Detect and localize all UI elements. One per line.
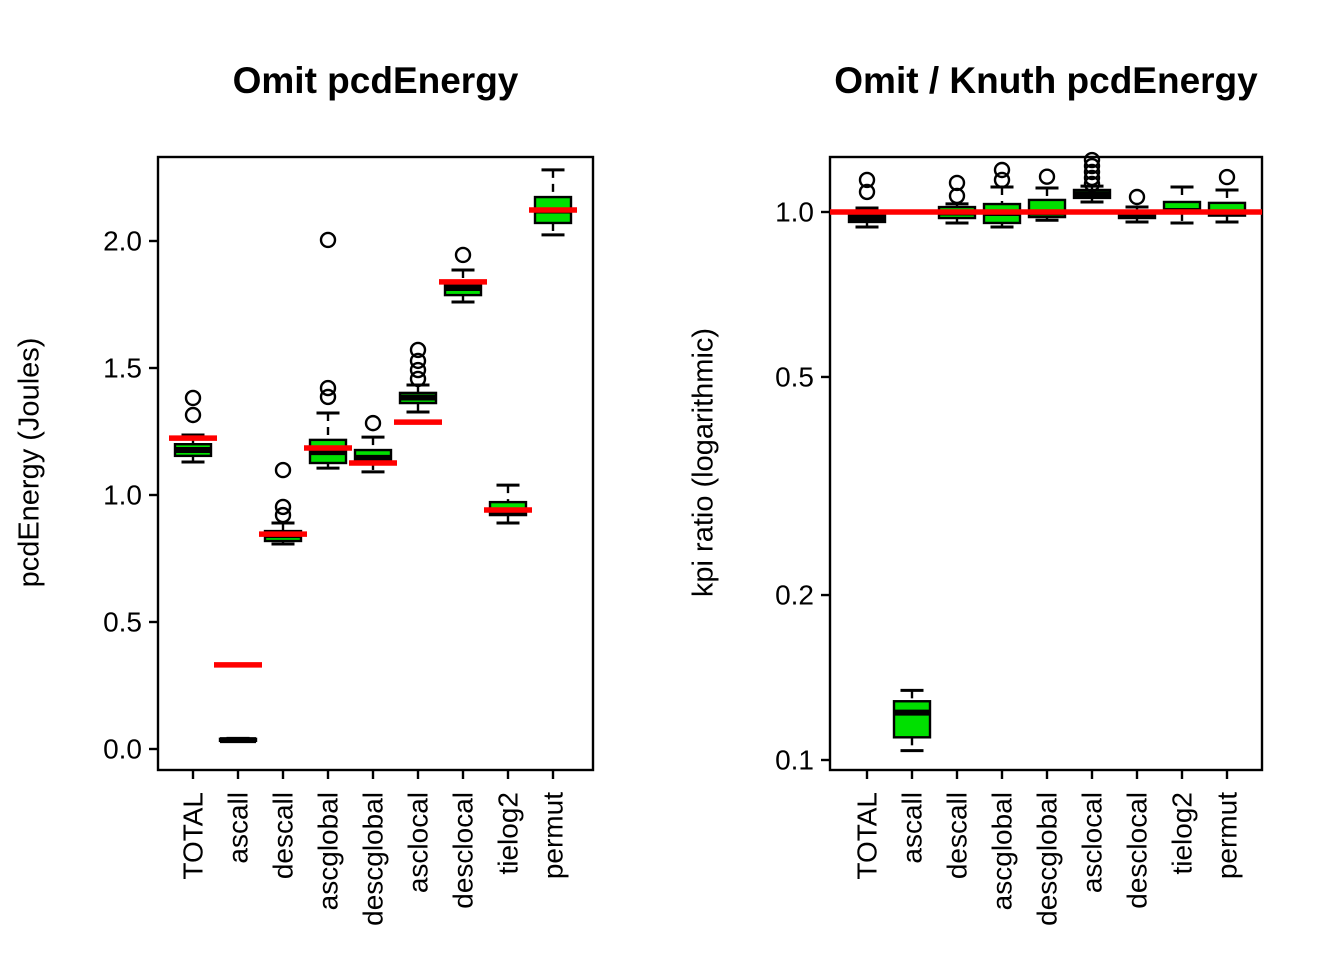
plot-frame (828, 155, 1264, 772)
x-axis-category-label: desclocal (448, 792, 479, 909)
left-plot-title: Omit pcdEnergy (232, 60, 519, 101)
x-axis-category-label: ascglobal (987, 792, 1018, 910)
outlier-point (1038, 168, 1056, 185)
outlier-point (319, 379, 337, 397)
x-axis-category-label: permut (1212, 792, 1243, 879)
right-y-axis-label: kpi ratio (logarithmic) (687, 327, 720, 598)
outlier-point (993, 161, 1011, 179)
outlier-point (858, 183, 876, 201)
y-axis-tick-label: 1.5 (103, 353, 142, 384)
x-axis-category-label: desclocal (1122, 792, 1153, 909)
outlier-point (409, 341, 427, 359)
y-axis-tick-label: 2.0 (103, 226, 142, 257)
outlier-point (1083, 151, 1101, 169)
x-axis-category-label: asclocal (1077, 792, 1108, 893)
outlier-point (319, 388, 337, 406)
left-y-axis-label: pcdEnergy (Joules) (13, 337, 46, 588)
outlier-point (1083, 175, 1101, 193)
outlier-point (1083, 157, 1101, 175)
outlier-point (454, 246, 472, 264)
x-axis-category-label: descglobal (358, 792, 389, 926)
x-axis-category-label: asclocal (403, 792, 434, 893)
x-axis-category-label: descall (942, 792, 973, 879)
outlier-point (858, 171, 876, 189)
x-axis-category-label: ascall (897, 792, 928, 864)
y-axis-tick-label: 0.1 (775, 745, 814, 776)
outlier-point (364, 414, 382, 432)
outlier-point (319, 231, 337, 249)
outlier-point (948, 174, 966, 192)
outlier-point (274, 498, 292, 516)
y-axis-tick-label: 0.5 (103, 607, 142, 638)
outlier-point (409, 352, 427, 370)
outlier-point (1083, 169, 1101, 187)
outlier-point (274, 506, 292, 524)
box-ascall (892, 700, 932, 739)
outlier-point (184, 406, 202, 424)
outlier-point (993, 171, 1011, 189)
x-axis-category-label: TOTAL (178, 792, 209, 880)
y-axis-tick-label: 0.2 (775, 580, 814, 611)
outlier-point (1083, 163, 1101, 181)
outlier-point (1128, 188, 1146, 206)
x-axis-category-label: tielog2 (493, 792, 524, 875)
x-axis-category-label: ascall (223, 792, 254, 864)
x-axis-category-label: ascglobal (313, 792, 344, 910)
outlier-point (184, 389, 202, 407)
y-axis-tick-label: 0.5 (775, 361, 814, 392)
x-axis-category-label: descglobal (1032, 792, 1063, 926)
y-axis-tick-label: 1.0 (775, 197, 814, 228)
y-axis-tick-label: 1.0 (103, 480, 142, 511)
outlier-point (409, 361, 427, 379)
plot-frame (156, 155, 595, 772)
outlier-point (409, 370, 427, 388)
x-axis-category-label: TOTAL (852, 792, 883, 880)
outlier-point (1218, 168, 1236, 186)
y-axis-tick-label: 0.0 (103, 734, 142, 765)
outlier-point (274, 461, 292, 479)
x-axis-category-label: descall (268, 792, 299, 879)
right-plot-title: Omit / Knuth pcdEnergy (834, 60, 1258, 101)
x-axis-category-label: permut (538, 792, 569, 879)
x-axis-category-label: tielog2 (1167, 792, 1198, 875)
